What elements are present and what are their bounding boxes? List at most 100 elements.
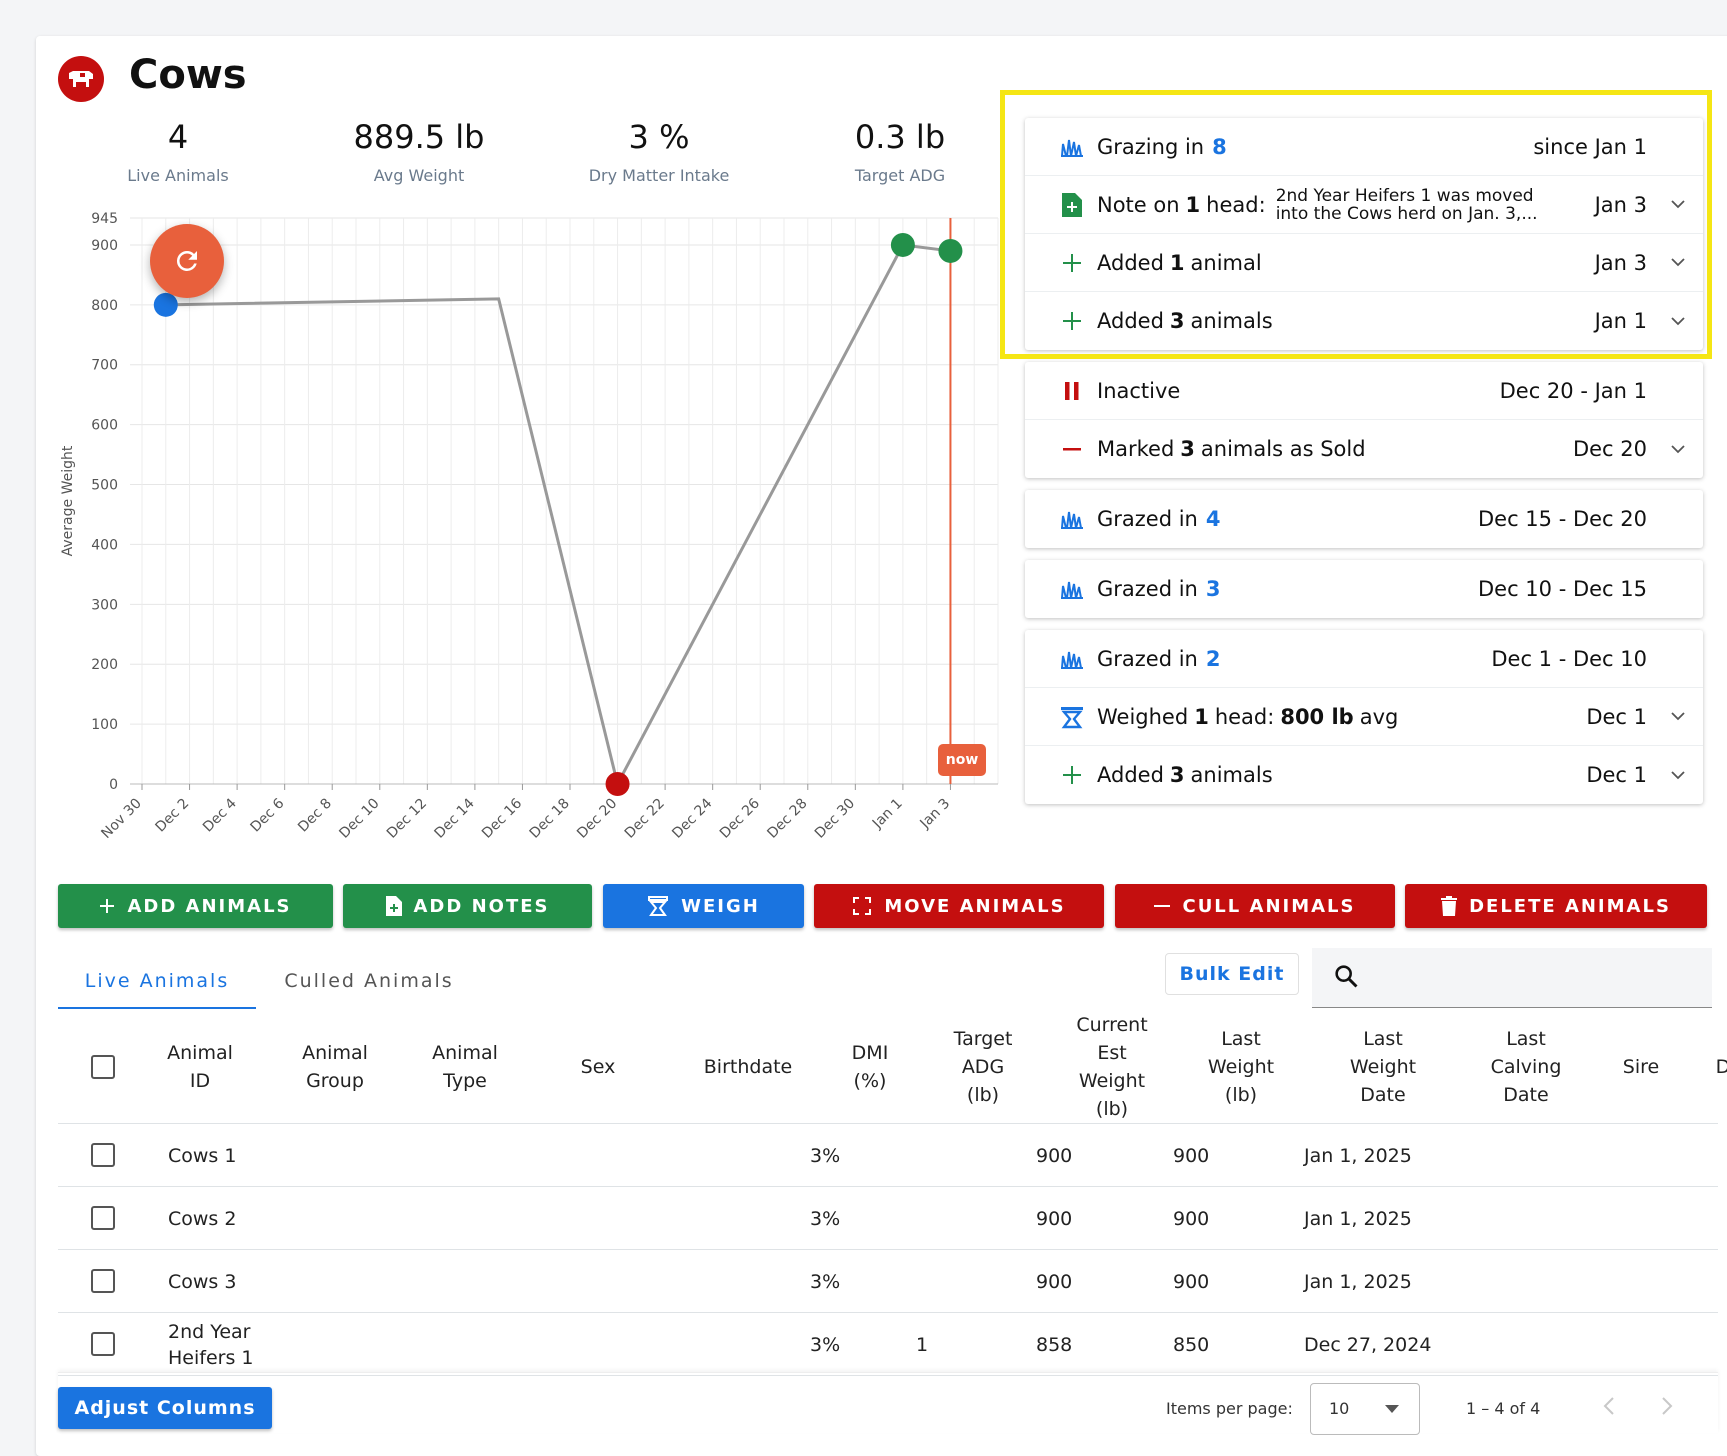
event-prefix: Grazing in bbox=[1097, 134, 1205, 159]
event-date: Dec 20 - Jan 1 bbox=[1499, 378, 1647, 403]
adjust-columns-button[interactable]: Adjust Columns bbox=[58, 1387, 272, 1429]
chevron-down-icon bbox=[1671, 316, 1685, 325]
data-point bbox=[938, 238, 963, 263]
herd-title: Cows bbox=[129, 52, 247, 98]
column-header[interactable]: D bbox=[1715, 1056, 1727, 1078]
event-date: Dec 1 bbox=[1586, 704, 1647, 729]
plus-icon bbox=[1059, 250, 1085, 276]
column-header[interactable]: Last Weight Date bbox=[1349, 1028, 1417, 1106]
y-tick-label: 700 bbox=[91, 358, 118, 374]
expand-button[interactable] bbox=[1655, 712, 1685, 721]
event-prefix: Grazed in bbox=[1097, 646, 1198, 671]
prev-page-button[interactable] bbox=[1602, 1395, 1616, 1423]
stat-dry-matter-intake: 3 % Dry Matter Intake bbox=[549, 118, 769, 185]
cell-animal-id[interactable]: Cows 1 bbox=[168, 1144, 237, 1167]
timeline-event[interactable]: Added 3 animals Jan 1 bbox=[1025, 292, 1703, 350]
grass-icon bbox=[1059, 506, 1085, 532]
cell-dmi: 3% bbox=[810, 1270, 841, 1293]
timeline-event-text: Grazed in 4 bbox=[1097, 507, 1478, 531]
page-range: 1 – 4 of 4 bbox=[1466, 1399, 1541, 1418]
timeline-event-text: Marked 3 animals as Sold bbox=[1097, 437, 1573, 461]
timeline-event[interactable]: Note on 1 head: 2nd Year Heifers 1 was move… bbox=[1025, 176, 1703, 234]
row-checkbox[interactable] bbox=[91, 1206, 115, 1230]
table-row[interactable]: 2nd Year Heifers 1 3% 1 858 850 Dec 27, 2024 bbox=[58, 1313, 1718, 1376]
cell-current-est-weight: 858 bbox=[1036, 1333, 1073, 1356]
event-date: Dec 15 - Dec 20 bbox=[1478, 507, 1647, 531]
timeline-event[interactable]: Marked 3 animals as Sold Dec 20 bbox=[1025, 420, 1703, 478]
y-axis-label: Average Weight bbox=[60, 445, 76, 556]
timeline-event[interactable]: Added 3 animals Dec 1 bbox=[1025, 746, 1703, 804]
column-header[interactable]: Animal ID bbox=[167, 1042, 233, 1092]
expand-button[interactable] bbox=[1655, 770, 1685, 780]
weigh-button[interactable]: WEIGH bbox=[603, 884, 804, 928]
column-header[interactable]: Last Calving Date bbox=[1490, 1028, 1562, 1106]
column-header[interactable]: Animal Group bbox=[302, 1042, 368, 1092]
timeline-event[interactable]: Weighed 1 head: 800 lb avg Dec 1 bbox=[1025, 688, 1703, 746]
search-input[interactable] bbox=[1312, 948, 1712, 1008]
tab-live-animals[interactable]: Live Animals bbox=[58, 964, 256, 1009]
timeline-event: Grazed in 2 Dec 1 - Dec 10 bbox=[1025, 630, 1703, 688]
timeline-event[interactable]: Added 1 animal Jan 3 bbox=[1025, 234, 1703, 292]
paddock-number[interactable]: 2 bbox=[1205, 646, 1221, 671]
cull-animals-button[interactable]: CULL ANIMALS bbox=[1115, 884, 1395, 928]
table-row[interactable]: Cows 3 3% 900 900 Jan 1, 2025 bbox=[58, 1250, 1718, 1313]
table-footer bbox=[58, 1372, 1718, 1433]
table-row[interactable]: Cows 1 3% 900 900 Jan 1, 2025 bbox=[58, 1124, 1718, 1187]
tab-culled-animals[interactable]: Culled Animals bbox=[284, 970, 454, 992]
column-header[interactable]: Animal Type bbox=[432, 1042, 498, 1092]
trash-icon bbox=[1441, 896, 1458, 916]
expand-button[interactable] bbox=[1655, 316, 1685, 326]
cell-animal-id[interactable]: 2nd Year Heifers 1 bbox=[168, 1320, 254, 1369]
timeline-card: Grazed in 4 Dec 15 - Dec 20 bbox=[1025, 490, 1703, 548]
paddock-number[interactable]: 3 bbox=[1205, 577, 1221, 601]
move-animals-button[interactable]: MOVE ANIMALS bbox=[814, 884, 1104, 928]
cell-current-est-weight: 900 bbox=[1036, 1144, 1073, 1167]
row-checkbox[interactable] bbox=[91, 1143, 115, 1167]
column-header[interactable]: Sex bbox=[580, 1056, 616, 1078]
select-all-checkbox[interactable] bbox=[91, 1055, 115, 1079]
refresh-button[interactable] bbox=[150, 224, 224, 298]
plus-icon bbox=[1059, 762, 1085, 788]
event-suffix: head: bbox=[1214, 704, 1275, 729]
event-count: 3 bbox=[1169, 763, 1185, 787]
timeline-event: Grazed in 3 Dec 10 - Dec 15 bbox=[1025, 560, 1703, 618]
add-notes-button[interactable]: ADD NOTES bbox=[343, 884, 592, 928]
table-row[interactable]: Cows 2 3% 900 900 Jan 1, 2025 bbox=[58, 1187, 1718, 1250]
items-per-page-select[interactable]: 10 bbox=[1310, 1383, 1420, 1435]
event-count: 1 bbox=[1194, 704, 1209, 729]
scale-icon bbox=[648, 896, 669, 916]
note-icon bbox=[1059, 192, 1085, 218]
cell-animal-id[interactable]: Cows 2 bbox=[168, 1207, 237, 1230]
timeline-event: Grazed in 4 Dec 15 - Dec 20 bbox=[1025, 490, 1703, 548]
row-checkbox[interactable] bbox=[91, 1269, 115, 1293]
add-animals-button[interactable]: ADD ANIMALS bbox=[58, 884, 333, 928]
stat-value: 0.3 lb bbox=[854, 118, 946, 156]
paddock-number[interactable]: 4 bbox=[1205, 507, 1221, 531]
timeline-event-text: Added 3 animals bbox=[1097, 309, 1595, 333]
column-header[interactable]: Target ADG (lb) bbox=[953, 1028, 1013, 1106]
x-tick-label: Dec 24 bbox=[669, 795, 715, 841]
event-count: 1 bbox=[1169, 250, 1185, 275]
paddock-number[interactable]: 8 bbox=[1212, 134, 1227, 159]
row-checkbox[interactable] bbox=[91, 1332, 115, 1356]
x-tick-label: Jan 1 bbox=[869, 796, 906, 833]
y-tick-label: 800 bbox=[91, 298, 118, 314]
cell-animal-id[interactable]: Cows 3 bbox=[168, 1270, 237, 1293]
delete-animals-button[interactable]: DELETE ANIMALS bbox=[1405, 884, 1707, 928]
expand-button[interactable] bbox=[1655, 258, 1685, 267]
cell-current-est-weight: 900 bbox=[1036, 1270, 1073, 1293]
bulk-edit-button[interactable]: Bulk Edit bbox=[1165, 953, 1299, 995]
column-header[interactable]: Birthdate bbox=[703, 1056, 793, 1078]
next-page-button[interactable] bbox=[1660, 1395, 1674, 1423]
column-header[interactable]: Last Weight (lb) bbox=[1207, 1028, 1275, 1106]
event-date: Dec 20 bbox=[1572, 437, 1647, 461]
column-header[interactable]: DMI (%) bbox=[851, 1042, 889, 1092]
y-tick-label: 400 bbox=[91, 537, 118, 553]
expand-button[interactable] bbox=[1655, 200, 1685, 209]
column-header[interactable]: Current Est Weight (lb) bbox=[1076, 1014, 1148, 1120]
herd-timeline: Grazing in 8 since Jan 1 Note on 1 head: 2nd Y… bbox=[1025, 118, 1703, 816]
event-prefix: Added bbox=[1097, 250, 1164, 275]
expand-button[interactable] bbox=[1655, 444, 1685, 454]
column-header[interactable]: Sire bbox=[1622, 1056, 1660, 1078]
event-date: Dec 1 - Dec 10 bbox=[1491, 646, 1647, 671]
